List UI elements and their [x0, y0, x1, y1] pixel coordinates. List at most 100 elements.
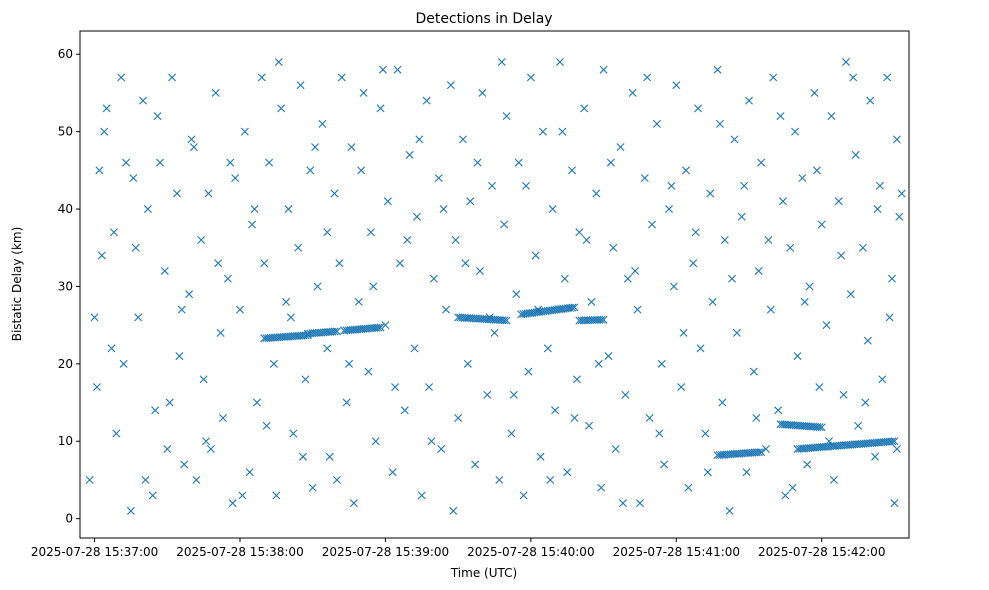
detection-marker	[250, 205, 259, 214]
detection-marker	[536, 452, 545, 461]
detection-marker	[546, 475, 555, 484]
detection-marker	[781, 491, 790, 500]
detection-marker	[417, 491, 426, 500]
detection-marker	[766, 305, 775, 314]
detection-marker	[446, 81, 455, 90]
track-detection-marker	[599, 315, 608, 324]
detection-marker	[873, 205, 882, 214]
detection-marker	[878, 375, 887, 384]
detection-marker	[412, 212, 421, 221]
detection-marker	[497, 57, 506, 66]
detection-marker	[778, 197, 787, 206]
detection-marker	[245, 468, 254, 477]
y-tick-label: 40	[58, 202, 73, 216]
track-detection-marker	[374, 323, 383, 332]
detection-marker	[260, 259, 269, 268]
detection-marker	[548, 205, 557, 214]
detection-marker	[153, 112, 162, 121]
detection-marker	[691, 228, 700, 237]
detection-marker	[798, 174, 807, 183]
detection-marker	[713, 65, 722, 74]
x-tick-label: 2025-07-28 15:39:00	[322, 545, 449, 559]
detection-marker	[672, 81, 681, 90]
detection-marker	[143, 205, 152, 214]
detection-marker	[812, 166, 821, 175]
detection-marker	[829, 475, 838, 484]
detection-marker	[551, 406, 560, 415]
detection-marker	[728, 274, 737, 283]
y-tick-label: 60	[58, 47, 73, 61]
detection-marker	[219, 414, 228, 423]
detection-marker	[139, 96, 148, 105]
detection-marker	[434, 174, 443, 183]
detection-marker	[585, 421, 594, 430]
detection-marker	[609, 243, 618, 252]
track-detection-marker	[332, 327, 341, 336]
track-detection-marker	[502, 316, 511, 325]
detection-marker	[199, 375, 208, 384]
detection-marker	[332, 475, 341, 484]
detection-marker	[388, 468, 397, 477]
detection-marker	[85, 475, 94, 484]
y-axis: 0 10 20 30 40 50 60	[58, 47, 80, 526]
plot-frame	[79, 30, 910, 539]
track-detection-marker	[817, 423, 826, 432]
detection-marker	[131, 243, 140, 252]
detection-marker	[383, 197, 392, 206]
detection-marker	[667, 181, 676, 190]
detection-marker	[100, 127, 109, 136]
detection-marker	[827, 112, 836, 121]
detection-marker	[694, 104, 703, 113]
track-detection-marker	[888, 437, 897, 446]
detection-marker	[257, 73, 266, 82]
detection-marker	[633, 305, 642, 314]
detection-marker	[323, 344, 332, 353]
detection-marker	[376, 104, 385, 113]
detection-marker	[359, 88, 368, 97]
detection-marker	[349, 499, 358, 508]
detection-marker	[95, 166, 104, 175]
detection-marker	[665, 205, 674, 214]
detection-marker	[749, 367, 758, 376]
detection-marker	[502, 112, 511, 121]
detection-marker	[888, 274, 897, 283]
detection-marker	[165, 398, 174, 407]
track-detection-marker	[568, 303, 577, 312]
detection-marker	[202, 437, 211, 446]
y-tick-label: 50	[58, 125, 73, 139]
detection-marker	[764, 236, 773, 244]
chart-title: Detections in Delay	[415, 11, 552, 27]
detection-marker	[793, 352, 802, 361]
detection-marker	[235, 305, 244, 314]
detection-marker	[216, 328, 225, 337]
detection-marker	[277, 104, 286, 113]
detection-marker	[616, 143, 625, 152]
detection-marker	[231, 174, 240, 183]
detection-marker	[582, 236, 591, 244]
detection-marker	[689, 259, 698, 268]
detection-marker	[490, 328, 499, 337]
detection-marker	[204, 189, 213, 198]
detection-marker	[422, 96, 431, 105]
detection-marker	[875, 181, 884, 190]
track-detection-marker	[570, 303, 579, 312]
detection-marker	[347, 143, 356, 152]
detection-marker	[345, 359, 354, 368]
detection-marker	[129, 174, 138, 183]
detection-marker	[483, 390, 492, 399]
x-axis: 2025-07-28 15:37:00 2025-07-28 15:38:00 20…	[31, 538, 885, 559]
detection-marker	[715, 119, 724, 128]
detection-marker	[97, 251, 106, 260]
detection-marker	[660, 460, 669, 469]
detection-marker	[90, 313, 99, 322]
detection-marker	[335, 259, 344, 268]
detection-marker	[803, 460, 812, 469]
detection-marker	[248, 220, 257, 229]
detection-marker	[381, 321, 390, 330]
detection-marker	[223, 274, 232, 283]
detection-marker	[306, 166, 315, 175]
track-detection-marker	[890, 437, 899, 446]
detection-marker	[141, 475, 150, 484]
detection-marker	[800, 297, 809, 306]
detection-marker	[282, 297, 291, 306]
